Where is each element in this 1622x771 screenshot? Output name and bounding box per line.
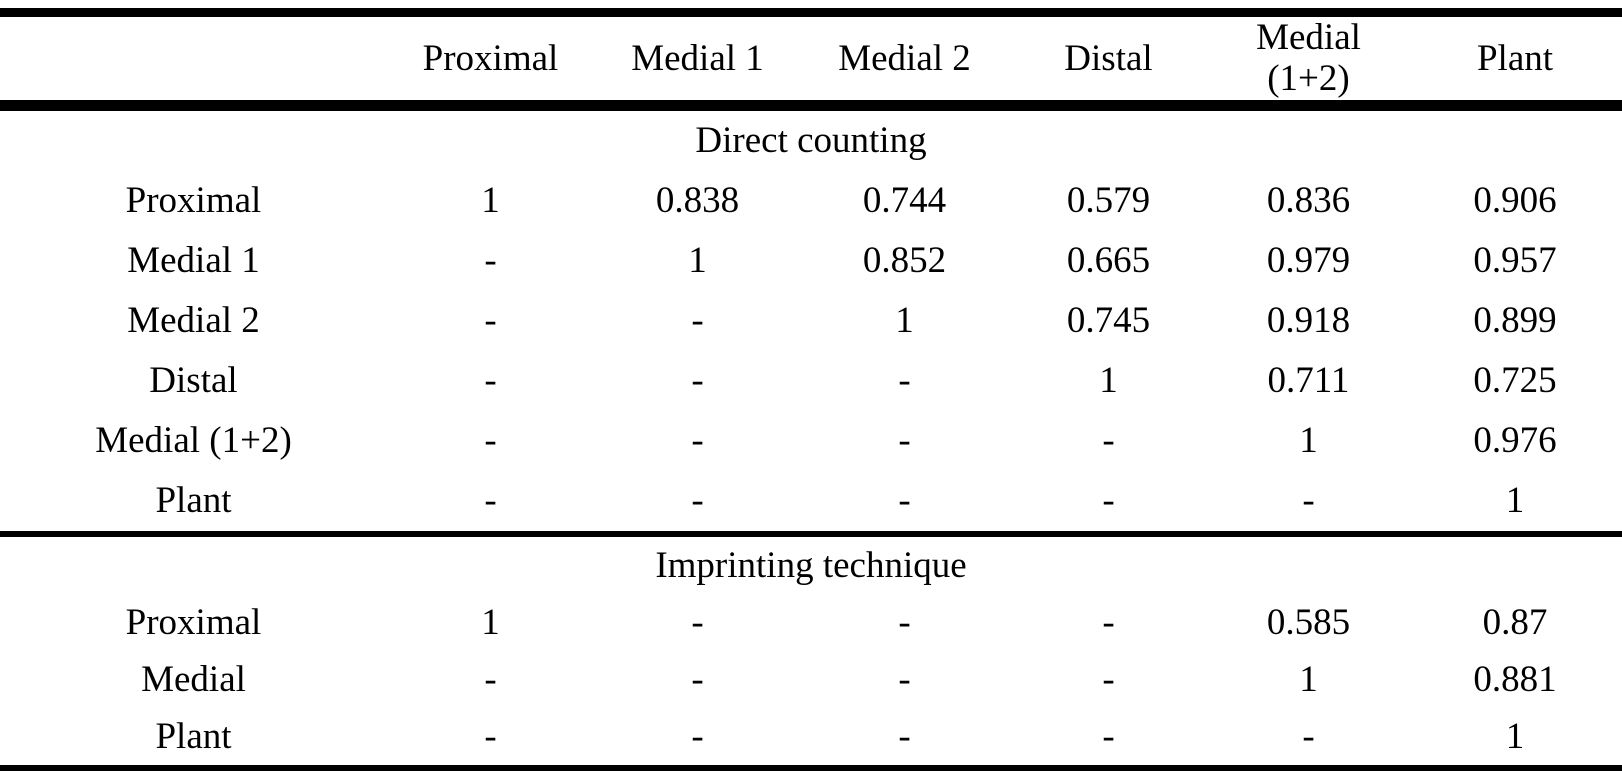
table-cell: - xyxy=(691,658,704,700)
section-title: Imprinting technique xyxy=(655,544,967,586)
section-imprinting-technique: Imprinting technique Proximal 1 - - - 0.… xyxy=(0,533,1622,770)
table-cell: 0.852 xyxy=(862,240,947,282)
column-header-plant: Plant xyxy=(1476,37,1554,79)
table-cell-bold: 0.976 xyxy=(1473,420,1557,462)
row-label: Medial 2 xyxy=(127,300,260,342)
table-row: Plant - - - - - 1 xyxy=(0,471,1622,534)
table-cell: - xyxy=(484,480,497,522)
column-header-proximal: Proximal xyxy=(422,37,559,79)
table-cell: - xyxy=(484,300,497,342)
table-cell: 0.665 xyxy=(1066,240,1151,282)
table-cell: 0.745 xyxy=(1066,300,1151,342)
table-cell: 0.744 xyxy=(862,180,947,222)
column-header-medial-2: Medial 2 xyxy=(838,37,971,79)
table-cell: 0.979 xyxy=(1266,240,1351,282)
table-cell: 0.906 xyxy=(1473,180,1557,222)
table-cell: - xyxy=(898,715,911,757)
table-cell: - xyxy=(691,480,704,522)
table-cell: 0.918 xyxy=(1266,300,1351,342)
table-cell: - xyxy=(691,360,704,402)
table-row: Proximal 1 - - - 0.585 0.87 xyxy=(0,594,1622,651)
section-direct-counting: Direct counting Proximal 1 0.838 0.744 0… xyxy=(0,105,1622,534)
row-label: Proximal xyxy=(125,180,262,222)
table-cell: 1 xyxy=(1299,658,1318,700)
column-header-distal: Distal xyxy=(1064,37,1153,79)
table-cell: 1 xyxy=(1099,360,1118,402)
table-cell: 1 xyxy=(895,300,914,342)
table-cell: - xyxy=(1102,601,1115,643)
table-cell: 1 xyxy=(688,240,707,282)
table-cell: 0.585 xyxy=(1266,601,1351,643)
table-cell: - xyxy=(484,360,497,402)
table-cell-bold: 0.881 xyxy=(1473,658,1557,700)
row-label: Medial 1 xyxy=(127,240,260,282)
correlation-table: Proximal Medial 1 Medial 2 Distal Medial… xyxy=(0,8,1622,771)
table-cell: - xyxy=(484,658,497,700)
table-cell: 0.899 xyxy=(1473,300,1557,342)
row-label: Plant xyxy=(155,480,232,522)
table-cell: - xyxy=(484,240,497,282)
table-cell: - xyxy=(691,715,704,757)
table-cell: - xyxy=(1102,480,1115,522)
table-cell: - xyxy=(691,300,704,342)
table-cell: - xyxy=(898,601,911,643)
table-row: Medial - - - - 1 0.881 xyxy=(0,651,1622,708)
table-cell: - xyxy=(898,480,911,522)
column-header-medial-1: Medial 1 xyxy=(631,37,764,79)
table-row: Proximal 1 0.838 0.744 0.579 0.836 0.906 xyxy=(0,171,1622,231)
row-label: Medial xyxy=(141,658,246,700)
section-title-row: Direct counting xyxy=(0,105,1622,171)
column-header-medial-1-2: Medial (1+2) xyxy=(1256,17,1361,100)
table-cell: - xyxy=(1102,658,1115,700)
table-cell: - xyxy=(898,658,911,700)
table-cell: 1 xyxy=(1505,715,1525,757)
table-cell: 1 xyxy=(481,180,500,222)
table-cell: 0.836 xyxy=(1266,180,1351,222)
table-cell: 1 xyxy=(481,601,500,643)
table-cell: - xyxy=(898,360,911,402)
table-cell: - xyxy=(484,715,497,757)
table-cell-bold: - xyxy=(1302,480,1315,522)
table-row: Plant - - - - - 1 xyxy=(0,708,1622,770)
row-label: Distal xyxy=(149,360,238,402)
table-cell: 0.957 xyxy=(1473,240,1557,282)
table-header: Proximal Medial 1 Medial 2 Distal Medial… xyxy=(0,13,1622,106)
table-cell: - xyxy=(691,601,704,643)
row-label: Proximal xyxy=(125,601,262,643)
table-cell-bold: - xyxy=(1302,715,1315,757)
header-row: Proximal Medial 1 Medial 2 Distal Medial… xyxy=(0,13,1622,106)
row-label: Plant xyxy=(155,715,232,757)
row-label: Medial (1+2) xyxy=(95,420,292,462)
table-row: Distal - - - 1 0.711 0.725 xyxy=(0,351,1622,411)
table-cell: 0.87 xyxy=(1482,601,1548,643)
table-cell: - xyxy=(1102,420,1115,462)
table-row: Medial 2 - - 1 0.745 0.918 0.899 xyxy=(0,291,1622,351)
table-cell: 0.579 xyxy=(1066,180,1151,222)
table-cell: 0.711 xyxy=(1267,360,1350,402)
table-row: Medial (1+2) - - - - 1 0.976 xyxy=(0,411,1622,471)
section-title-row: Imprinting technique xyxy=(0,533,1622,594)
table-row: Medial 1 - 1 0.852 0.665 0.979 0.957 xyxy=(0,231,1622,291)
table-cell: - xyxy=(484,420,497,462)
table-cell: - xyxy=(898,420,911,462)
table-cell: 1 xyxy=(1505,480,1525,522)
table-cell: - xyxy=(1102,715,1115,757)
table-cell: 1 xyxy=(1299,420,1318,462)
table-cell: - xyxy=(691,420,704,462)
table-cell: 0.838 xyxy=(655,180,740,222)
section-title: Direct counting xyxy=(695,120,927,162)
table-cell: 0.725 xyxy=(1473,360,1557,402)
column-header-empty xyxy=(0,13,387,106)
